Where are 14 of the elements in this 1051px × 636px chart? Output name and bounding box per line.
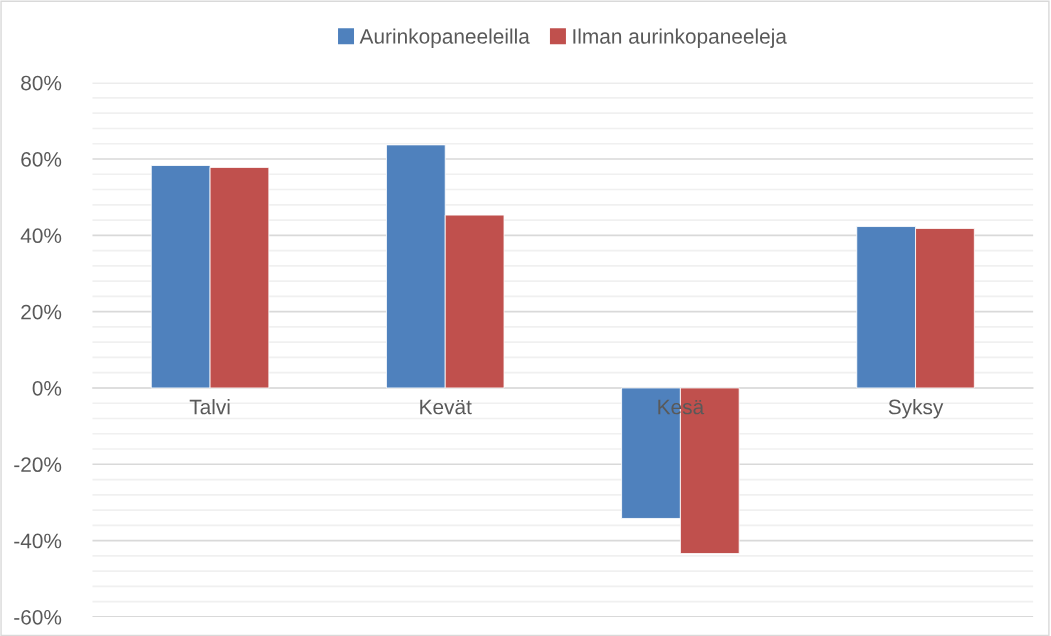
y-tick-label: -40% (14, 533, 62, 549)
x-tick-label: Syksy (888, 399, 944, 419)
y-tick-label: 60% (21, 152, 62, 167)
y-tick-label: -60% (14, 609, 62, 625)
y-tick-label: 40% (20, 228, 62, 244)
legend-label: Aurinkopaneeleilla (359, 28, 530, 48)
y-tick-label: -20% (14, 457, 62, 473)
y-tick-label: 20% (21, 304, 62, 320)
y-tick-label: 80% (21, 75, 62, 91)
y-tick-label: 0% (32, 380, 62, 396)
x-tick-label: Kevät (420, 399, 472, 415)
x-tick-label: Talvi (189, 399, 230, 415)
legend-label: Ilman aurinkopaneeleja (573, 28, 787, 48)
x-tick-label: Kesä (658, 399, 705, 415)
